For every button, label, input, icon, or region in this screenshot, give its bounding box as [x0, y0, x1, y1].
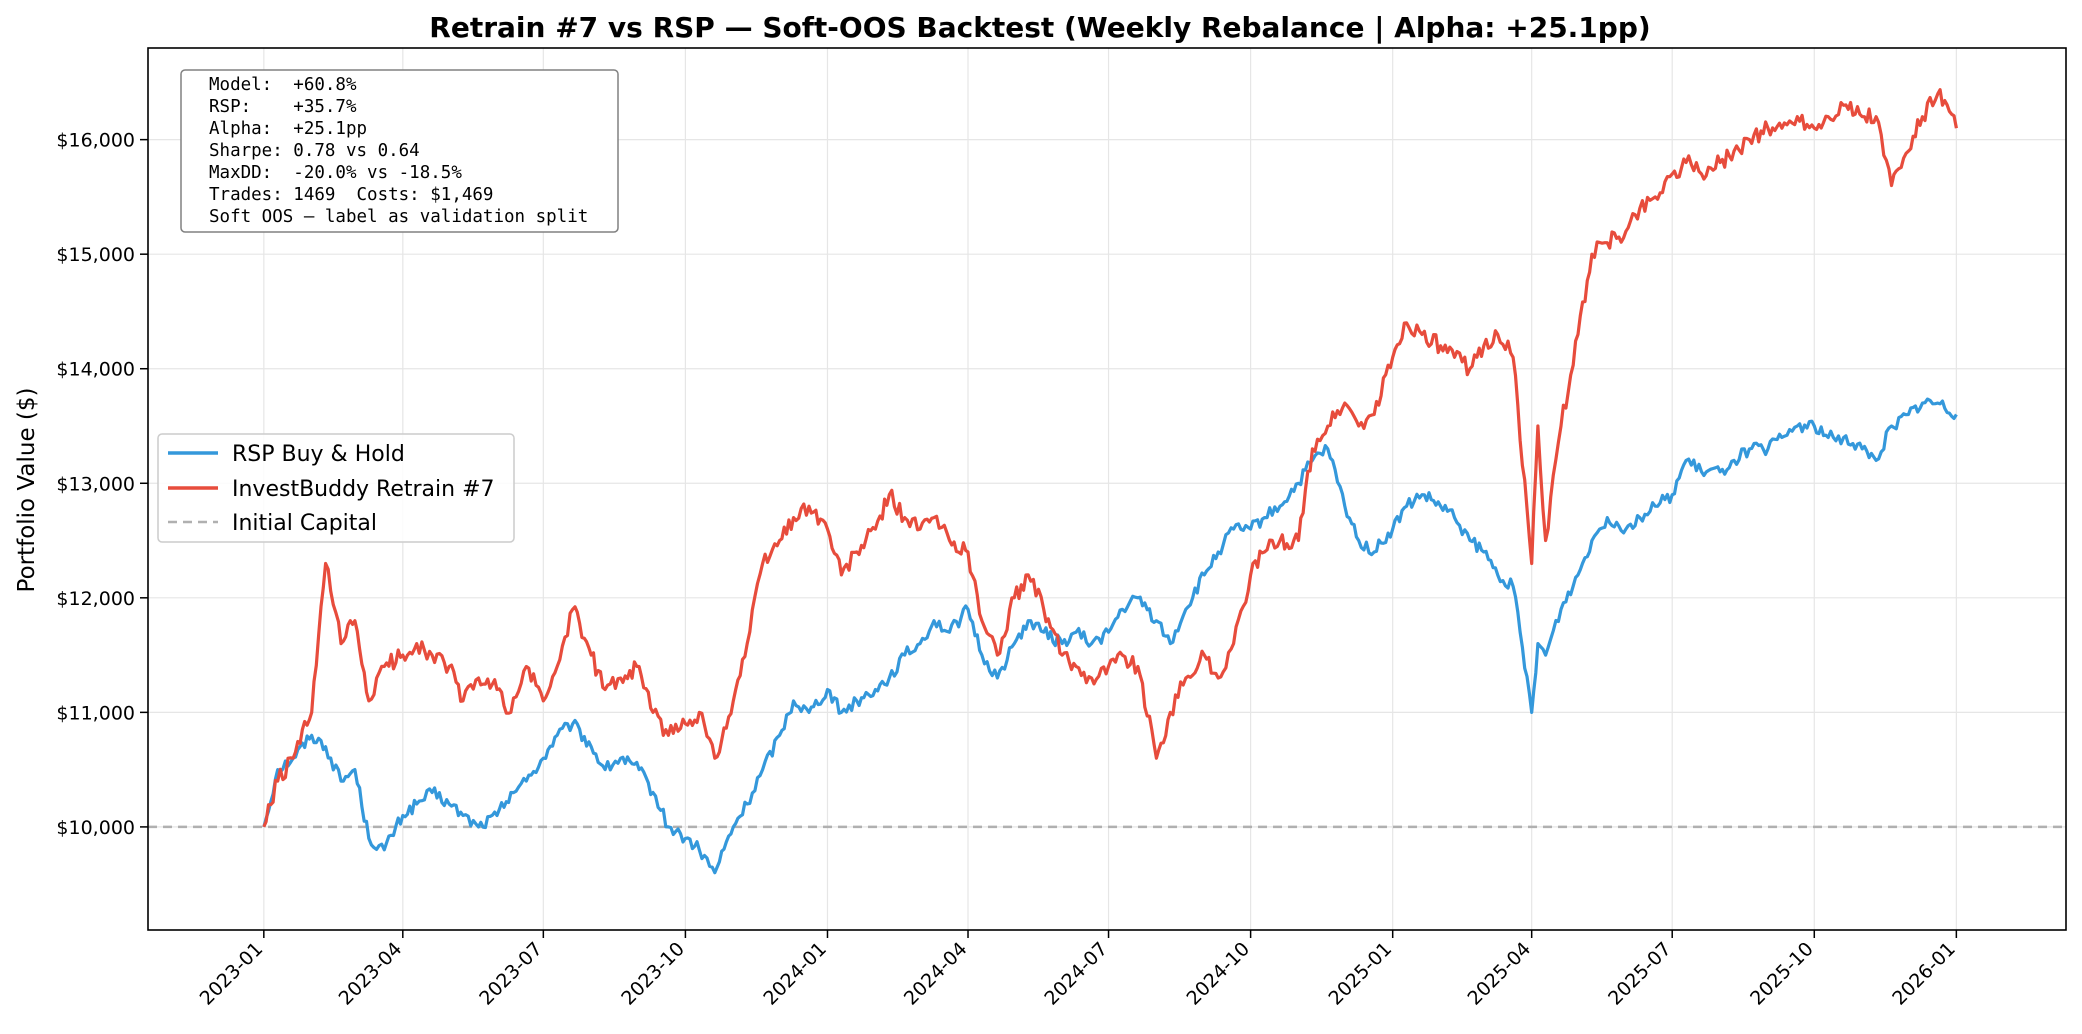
y-axis-label: Portfolio Value ($)	[14, 388, 40, 593]
y-tick-label: $13,000	[56, 473, 135, 495]
y-tick-label: $10,000	[56, 817, 135, 839]
stats-box-frame	[180, 69, 619, 233]
y-tick-label: $15,000	[56, 244, 135, 266]
plot-frame	[147, 47, 2067, 931]
legend-label-rsp: RSP Buy & Hold	[232, 442, 405, 467]
y-axis-ticks: $10,000 $11,000 $12,000 $13,000 $14,000 $15,0…	[56, 130, 148, 839]
stats-maxdd: MaxDD: -20.0% vs -18.5%	[209, 163, 462, 183]
y-tick-label: $11,000	[56, 702, 135, 724]
legend-label-investbuddy: InvestBuddy Retrain #7	[232, 477, 495, 502]
y-tick-label: $16,000	[56, 130, 135, 152]
y-tick-label: $14,000	[56, 359, 135, 381]
stats-note: Soft OOS — label as validation split	[209, 207, 588, 227]
y-tick-label: $12,000	[56, 588, 135, 610]
legend-label-initial-capital: Initial Capital	[232, 511, 377, 536]
series-line-investbuddy	[262, 88, 1958, 828]
stats-model-return: Model: +60.8%	[209, 75, 357, 95]
chart-title: Retrain #7 vs RSP — Soft-OOS Backtest (W…	[429, 11, 1650, 44]
stats-alpha: Alpha: +25.1pp	[209, 119, 367, 139]
stats-trades-costs: Trades: 1469 Costs: $1,469	[209, 185, 493, 205]
legend-frame	[157, 433, 515, 543]
legend: RSP Buy & Hold InvestBuddy Retrain #7 In…	[157, 433, 515, 543]
stats-rsp-return: RSP: +35.7%	[209, 97, 357, 117]
series-line-rsp	[262, 397, 1958, 875]
series-layer	[262, 88, 1958, 875]
stats-sharpe: Sharpe: 0.78 vs 0.64	[209, 141, 420, 161]
stats-box: Model: +60.8% RSP: +35.7% Alpha: +25.1pp…	[180, 69, 619, 233]
